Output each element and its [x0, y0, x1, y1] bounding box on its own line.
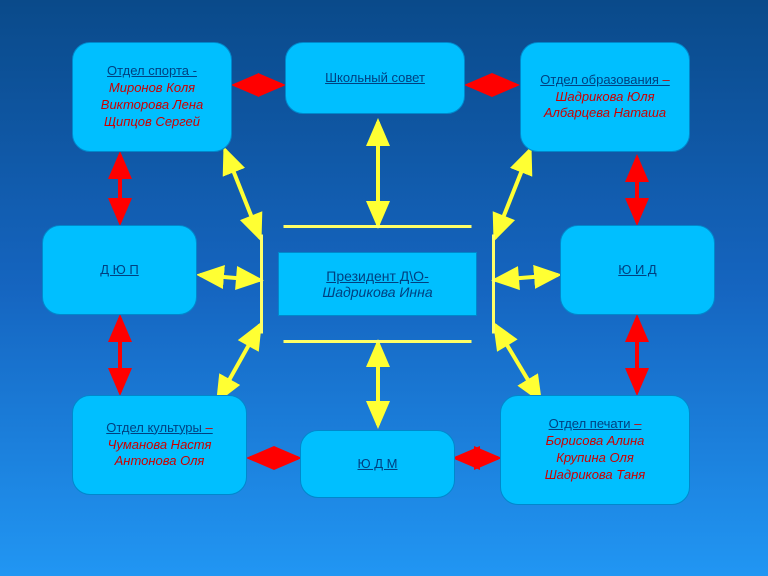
node-title: Ю И Д [618, 262, 657, 279]
node-title: Отдел культуры – [106, 420, 212, 437]
node-title: Ю Д М [358, 456, 398, 473]
node-title: Д Ю П [100, 262, 139, 279]
node-members: Борисова АлинаКрупина ОляШадрикова Таня [545, 433, 646, 484]
node-education: Отдел образования – Шадрикова ЮляАлбарце… [520, 42, 690, 152]
node-sport: Отдел спорта -Миронов КоляВикторова Лена… [72, 42, 232, 152]
node-dup: Д Ю П [42, 225, 197, 315]
node-school: Школьный совет [285, 42, 465, 114]
node-members: Шадрикова ЮляАлбарцева Наташа [544, 89, 666, 123]
node-title: Школьный совет [325, 70, 425, 87]
node-members: Миронов КоляВикторова ЛенаЩипцов Сергей [101, 80, 203, 131]
node-members: Чуманова НастяАнтонова Оля [108, 437, 212, 471]
node-title: Отдел спорта - [107, 63, 197, 80]
node-title: Отдел печати – [549, 416, 642, 433]
center-name: Шадрикова Инна [322, 284, 432, 300]
center-title: Президент Д\О- [326, 268, 428, 284]
node-uid: Ю И Д [560, 225, 715, 315]
node-culture: Отдел культуры – Чуманова НастяАнтонова … [72, 395, 247, 495]
node-print: Отдел печати – Борисова АлинаКрупина Оля… [500, 395, 690, 505]
center-node: Президент Д\О- Шадрикова Инна [278, 252, 477, 316]
node-title: Отдел образования – [540, 72, 670, 89]
node-udm: Ю Д М [300, 430, 455, 498]
